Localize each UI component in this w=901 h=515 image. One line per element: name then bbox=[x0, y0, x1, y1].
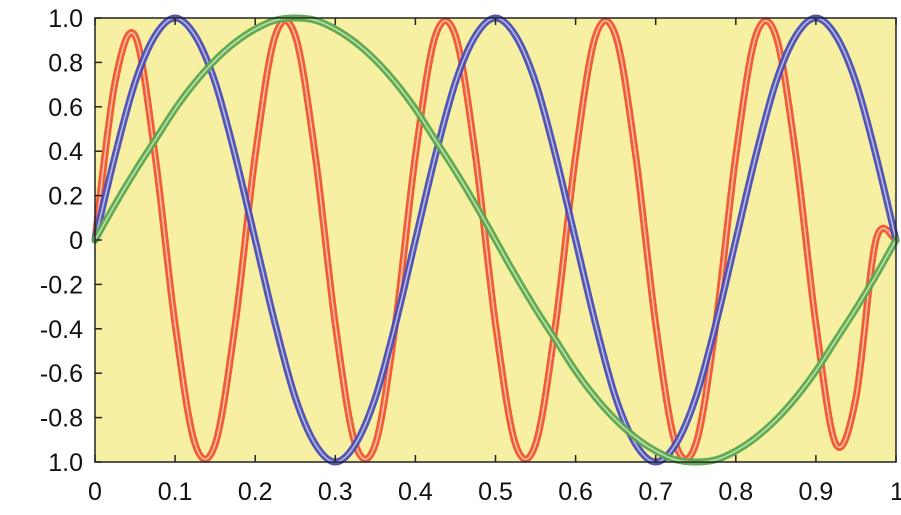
y-tick-label-6: -0.2 bbox=[40, 271, 83, 299]
ticks-layer bbox=[94, 17, 897, 463]
x-tick-label-8: 0.8 bbox=[718, 478, 753, 506]
x-tick-label-9: 0.9 bbox=[799, 478, 834, 506]
y-tick-label-4: 0.2 bbox=[48, 183, 83, 211]
y-tick-label-10: 1.0 bbox=[48, 449, 83, 477]
series-1-highlight bbox=[94, 19, 897, 461]
y-tick-label-5: 0 bbox=[69, 227, 83, 255]
x-tick-label-5: 0.5 bbox=[478, 478, 513, 506]
series-3-highlight bbox=[94, 17, 897, 463]
y-tick-label-9: -0.8 bbox=[40, 405, 83, 433]
x-tick-label-1: 0.1 bbox=[158, 478, 193, 506]
y-tick-label-0: 1.0 bbox=[48, 5, 83, 33]
tick-labels: 0 0.1 0.2 0.3 0.4 0.5 0.6 0.7 0.8 0.9 1 1.0 0.8 0.6 0.… bbox=[40, 5, 901, 506]
x-tick-label-2: 0.2 bbox=[238, 478, 273, 506]
x-tick-label-0: 0 bbox=[88, 478, 102, 506]
x-tick-label-6: 0.6 bbox=[558, 478, 593, 506]
y-tick-label-7: -0.4 bbox=[40, 316, 83, 344]
series-1 bbox=[91, 17, 900, 463]
series-3 bbox=[91, 14, 900, 466]
y-tick-label-2: 0.6 bbox=[48, 94, 83, 122]
x-tick-label-3: 0.3 bbox=[318, 478, 353, 506]
x-tick-label-4: 0.4 bbox=[398, 478, 433, 506]
x-tick-label-10: 1 bbox=[890, 478, 901, 506]
y-tick-label-8: -0.6 bbox=[40, 360, 83, 388]
x-tick-label-7: 0.7 bbox=[638, 478, 673, 506]
y-tick-label-3: 0.4 bbox=[48, 138, 83, 166]
y-tick-label-1: 0.8 bbox=[48, 49, 83, 77]
